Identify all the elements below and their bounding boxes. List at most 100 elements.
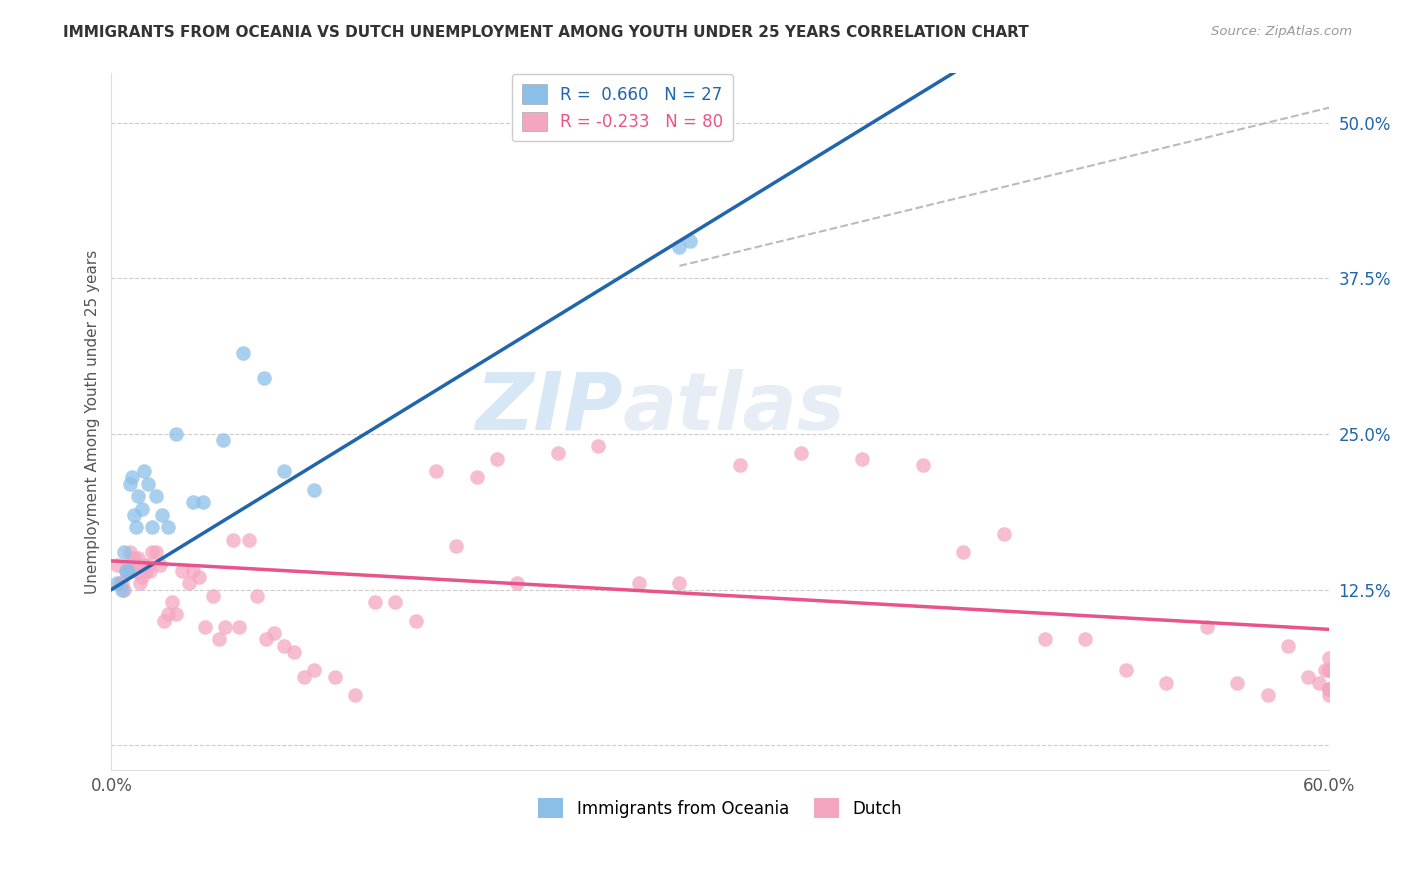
Point bbox=[911, 458, 934, 472]
Point bbox=[668, 576, 690, 591]
Point bbox=[1115, 664, 1137, 678]
Point bbox=[162, 595, 184, 609]
Point bbox=[405, 614, 427, 628]
Point bbox=[135, 564, 157, 578]
Point bbox=[157, 607, 180, 622]
Point bbox=[952, 545, 974, 559]
Point bbox=[127, 551, 149, 566]
Point bbox=[238, 533, 260, 547]
Point bbox=[121, 470, 143, 484]
Point bbox=[201, 589, 224, 603]
Point bbox=[1308, 676, 1330, 690]
Point bbox=[187, 570, 209, 584]
Point bbox=[1298, 670, 1320, 684]
Point bbox=[1317, 664, 1340, 678]
Point bbox=[114, 564, 136, 578]
Point bbox=[1226, 676, 1249, 690]
Point bbox=[232, 346, 254, 360]
Point bbox=[149, 558, 172, 572]
Point bbox=[107, 576, 129, 591]
Point bbox=[273, 639, 295, 653]
Point bbox=[118, 545, 141, 559]
Point bbox=[136, 476, 159, 491]
Point bbox=[588, 439, 610, 453]
Point bbox=[446, 539, 468, 553]
Point bbox=[1074, 632, 1097, 647]
Point bbox=[1277, 639, 1299, 653]
Point bbox=[125, 558, 148, 572]
Text: atlas: atlas bbox=[623, 368, 845, 447]
Point bbox=[145, 489, 167, 503]
Point bbox=[1317, 682, 1340, 697]
Point bbox=[1317, 689, 1340, 703]
Point bbox=[1195, 620, 1218, 634]
Point bbox=[117, 564, 139, 578]
Point bbox=[304, 483, 326, 497]
Point bbox=[112, 582, 135, 597]
Point bbox=[141, 520, 163, 534]
Point bbox=[165, 607, 187, 622]
Point bbox=[208, 632, 231, 647]
Point bbox=[254, 632, 277, 647]
Point bbox=[304, 664, 326, 678]
Text: ZIP: ZIP bbox=[475, 368, 623, 447]
Legend: Immigrants from Oceania, Dutch: Immigrants from Oceania, Dutch bbox=[531, 792, 908, 824]
Point bbox=[177, 576, 200, 591]
Point bbox=[117, 558, 139, 572]
Text: IMMIGRANTS FROM OCEANIA VS DUTCH UNEMPLOYMENT AMONG YOUTH UNDER 25 YEARS CORRELA: IMMIGRANTS FROM OCEANIA VS DUTCH UNEMPLO… bbox=[63, 25, 1029, 40]
Point bbox=[730, 458, 752, 472]
Point bbox=[283, 645, 305, 659]
Point bbox=[1257, 689, 1279, 703]
Point bbox=[108, 576, 131, 591]
Point bbox=[627, 576, 650, 591]
Point bbox=[172, 564, 194, 578]
Point bbox=[993, 526, 1015, 541]
Point bbox=[214, 620, 236, 634]
Point bbox=[1317, 682, 1340, 697]
Point bbox=[194, 620, 217, 634]
Point bbox=[139, 564, 162, 578]
Point bbox=[263, 626, 285, 640]
Point bbox=[212, 433, 235, 447]
Point bbox=[153, 614, 176, 628]
Point bbox=[1313, 664, 1336, 678]
Point bbox=[1033, 632, 1056, 647]
Point bbox=[118, 476, 141, 491]
Point bbox=[136, 558, 159, 572]
Point bbox=[323, 670, 346, 684]
Point bbox=[145, 545, 167, 559]
Point bbox=[465, 470, 488, 484]
Point bbox=[222, 533, 245, 547]
Point bbox=[110, 576, 132, 591]
Point bbox=[112, 545, 135, 559]
Point bbox=[122, 508, 145, 522]
Point bbox=[181, 564, 204, 578]
Text: Source: ZipAtlas.com: Source: ZipAtlas.com bbox=[1212, 25, 1353, 38]
Y-axis label: Unemployment Among Youth under 25 years: Unemployment Among Youth under 25 years bbox=[86, 250, 100, 593]
Point bbox=[678, 234, 700, 248]
Point bbox=[128, 576, 150, 591]
Point bbox=[125, 520, 148, 534]
Point bbox=[181, 495, 204, 509]
Point bbox=[114, 564, 136, 578]
Point bbox=[121, 564, 143, 578]
Point bbox=[547, 445, 569, 459]
Point bbox=[107, 558, 129, 572]
Point bbox=[127, 489, 149, 503]
Point bbox=[1317, 651, 1340, 665]
Point bbox=[110, 582, 132, 597]
Point bbox=[668, 240, 690, 254]
Point bbox=[364, 595, 387, 609]
Point bbox=[132, 464, 155, 478]
Point bbox=[165, 426, 187, 441]
Point bbox=[132, 558, 155, 572]
Point bbox=[252, 371, 274, 385]
Point bbox=[191, 495, 214, 509]
Point bbox=[150, 508, 173, 522]
Point bbox=[1156, 676, 1178, 690]
Point bbox=[1317, 682, 1340, 697]
Point bbox=[425, 464, 447, 478]
Point bbox=[292, 670, 315, 684]
Point bbox=[131, 570, 153, 584]
Point bbox=[246, 589, 269, 603]
